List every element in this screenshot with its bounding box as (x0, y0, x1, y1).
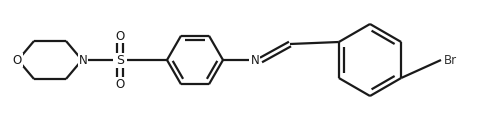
Text: O: O (115, 30, 125, 42)
Text: O: O (115, 78, 125, 90)
Text: O: O (12, 54, 22, 66)
Text: Br: Br (444, 54, 457, 66)
Text: N: N (79, 54, 87, 66)
Text: S: S (116, 54, 124, 66)
Text: N: N (251, 54, 259, 66)
